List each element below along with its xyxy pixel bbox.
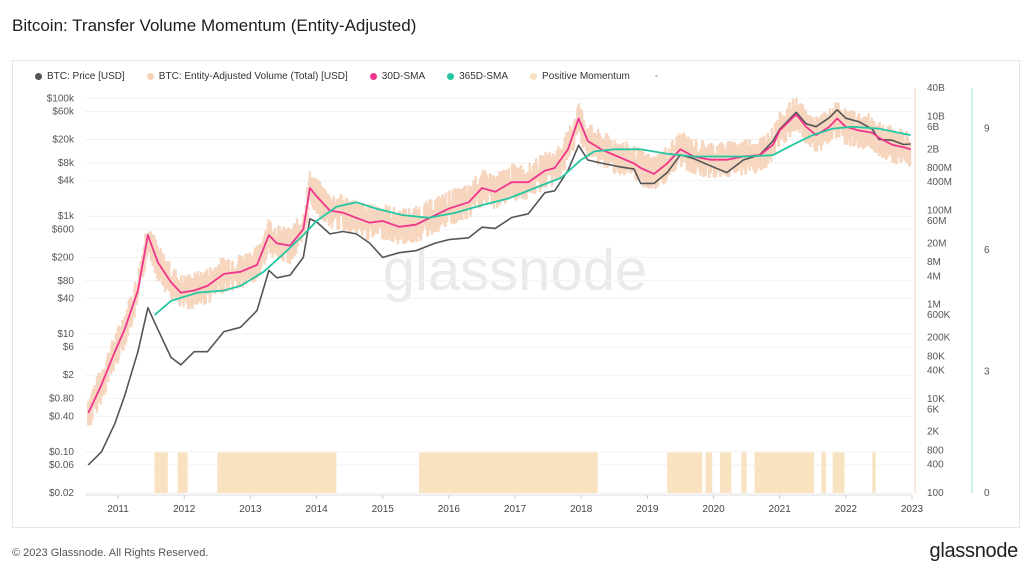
y-right-tick-label: 2B bbox=[927, 144, 940, 155]
x-tick-label: 2011 bbox=[107, 504, 129, 515]
momentum-bar bbox=[705, 452, 713, 493]
legend-label-365d-sma: 365D-SMA bbox=[459, 70, 509, 82]
y-right-tick-label: 200K bbox=[927, 333, 951, 344]
y-right-tick-label: 40B bbox=[927, 83, 945, 94]
y-right-tick-label: 1M bbox=[927, 300, 941, 311]
momentum-bar bbox=[217, 452, 337, 493]
y-left-tick-label: $0.40 bbox=[49, 411, 74, 422]
y-right-tick-label: 800 bbox=[927, 445, 944, 456]
momentum-bar bbox=[720, 452, 732, 493]
y-momentum-tick-label: 3 bbox=[984, 367, 990, 378]
legend-swatch-30d-sma bbox=[369, 72, 377, 80]
y-right-tick-label: 100M bbox=[927, 206, 952, 217]
y-left-tick-label: $600 bbox=[52, 224, 75, 235]
legend-label-volume: BTC: Entity-Adjusted Volume (Total) [USD… bbox=[158, 70, 348, 82]
y-left-tick-label: $2 bbox=[63, 370, 75, 381]
y-right-tick-label: 60M bbox=[927, 216, 946, 227]
y-right-tick-label: 2K bbox=[927, 427, 940, 438]
y-left-tick-label: $6 bbox=[63, 342, 75, 353]
x-tick-label: 2017 bbox=[504, 504, 527, 515]
y-left-tick-label: $1k bbox=[58, 211, 75, 222]
x-tick-label: 2013 bbox=[239, 504, 262, 515]
y-momentum-tick-label: 9 bbox=[984, 124, 990, 135]
momentum-bar bbox=[832, 452, 845, 493]
y-left-tick-label: $0.02 bbox=[49, 488, 74, 499]
y-left-tick-label: $0.80 bbox=[49, 394, 74, 405]
legend-label-30d-sma: 30D-SMA bbox=[381, 70, 426, 82]
momentum-bar bbox=[419, 452, 598, 493]
legend-item-positive-momentum[interactable]: Positive Momentum - bbox=[530, 71, 658, 82]
y-right-tick-label: 800M bbox=[927, 163, 952, 174]
y-left-tick-label: $80 bbox=[57, 276, 74, 287]
y-left-tick-label: $20k bbox=[52, 135, 75, 146]
copyright-text: © 2023 Glassnode. All Rights Reserved. bbox=[12, 547, 209, 559]
legend-swatch-volume bbox=[146, 72, 154, 80]
x-tick-label: 2019 bbox=[636, 504, 659, 515]
legend-item-365d-sma[interactable]: 365D-SMA bbox=[447, 71, 508, 82]
y-left-tick-label: $40 bbox=[57, 294, 74, 305]
y-left-tick-label: $60k bbox=[52, 106, 75, 117]
legend-item-30d-sma[interactable]: 30D-SMA bbox=[369, 70, 426, 82]
legend-swatch-price bbox=[35, 72, 42, 80]
y-right-tick-label: 80K bbox=[927, 351, 945, 362]
y-momentum-tick-label: 6 bbox=[984, 245, 990, 256]
momentum-bar bbox=[154, 452, 168, 493]
y-momentum-tick-label: 0 bbox=[984, 488, 990, 499]
momentum-bar bbox=[754, 452, 815, 493]
legend-label-price: BTC: Price [USD] bbox=[47, 70, 125, 82]
brand-logo: glassnode bbox=[929, 540, 1019, 562]
y-right-tick-label: 4M bbox=[927, 271, 941, 282]
y-right-tick-label: 40K bbox=[927, 365, 945, 376]
y-right-tick-label: 10B bbox=[927, 111, 945, 122]
legend-item-price[interactable]: BTC: Price [USD] bbox=[35, 71, 125, 82]
y-left-tick-label: $200 bbox=[52, 252, 75, 263]
x-tick-label: 2018 bbox=[570, 504, 593, 515]
legend-extra-dash: - bbox=[654, 70, 659, 82]
y-left-tick-label: $100k bbox=[47, 93, 75, 104]
y-right-tick-label: 600K bbox=[927, 310, 951, 321]
legend-swatch-365d-sma bbox=[447, 72, 455, 80]
y-right-tick-label: 20M bbox=[927, 238, 946, 249]
y-left-tick-label: $10 bbox=[57, 329, 74, 340]
y-right-tick-label: 100 bbox=[927, 488, 944, 499]
momentum-bar bbox=[741, 452, 747, 493]
sma365-line bbox=[153, 125, 911, 316]
x-tick-label: 2014 bbox=[305, 504, 328, 515]
y-right-tick-label: 6K bbox=[927, 404, 940, 415]
momentum-bar bbox=[821, 452, 826, 493]
x-tick-label: 2020 bbox=[702, 504, 725, 515]
momentum-bar bbox=[177, 452, 188, 493]
sma30-line bbox=[87, 113, 911, 414]
chart-legend: BTC: Price [USD] BTC: Entity-Adjusted Vo… bbox=[35, 68, 658, 84]
x-tick-label: 2016 bbox=[438, 504, 461, 515]
watermark: glassnode bbox=[383, 238, 647, 303]
x-tick-label: 2023 bbox=[901, 504, 924, 515]
x-tick-label: 2015 bbox=[372, 504, 395, 515]
y-right-tick-label: 8M bbox=[927, 257, 941, 268]
legend-label-positive-momentum: Positive Momentum bbox=[542, 70, 630, 82]
y-right-tick-label: 400M bbox=[927, 177, 952, 188]
x-tick-label: 2012 bbox=[173, 504, 196, 515]
legend-swatch-positive-momentum bbox=[530, 72, 538, 80]
x-tick-label: 2022 bbox=[835, 504, 858, 515]
y-left-tick-label: $0.06 bbox=[49, 460, 74, 471]
x-tick-label: 2021 bbox=[769, 504, 792, 515]
y-left-tick-label: $8k bbox=[58, 158, 75, 169]
y-right-tick-label: 10K bbox=[927, 394, 945, 405]
y-right-tick-label: 6B bbox=[927, 122, 940, 133]
chart-title: Bitcoin: Transfer Volume Momentum (Entit… bbox=[12, 16, 417, 35]
momentum-bar bbox=[872, 452, 876, 493]
y-right-tick-label: 400 bbox=[927, 460, 944, 471]
momentum-bar bbox=[667, 452, 703, 493]
y-left-tick-label: $4k bbox=[58, 176, 75, 187]
price-line bbox=[87, 109, 911, 466]
y-left-tick-label: $0.10 bbox=[49, 447, 74, 458]
legend-item-volume[interactable]: BTC: Entity-Adjusted Volume (Total) [USD… bbox=[146, 70, 348, 82]
